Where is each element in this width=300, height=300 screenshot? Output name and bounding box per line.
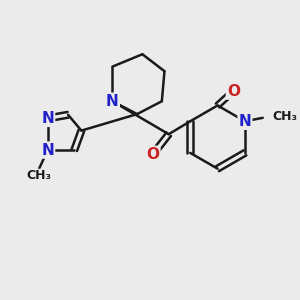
Text: O: O <box>146 147 159 162</box>
Text: CH₃: CH₃ <box>272 110 297 123</box>
Text: N: N <box>41 111 54 126</box>
Text: CH₃: CH₃ <box>27 169 52 182</box>
Text: N: N <box>41 142 54 158</box>
Text: N: N <box>106 94 119 109</box>
Text: O: O <box>227 84 240 99</box>
Text: N: N <box>238 114 251 129</box>
